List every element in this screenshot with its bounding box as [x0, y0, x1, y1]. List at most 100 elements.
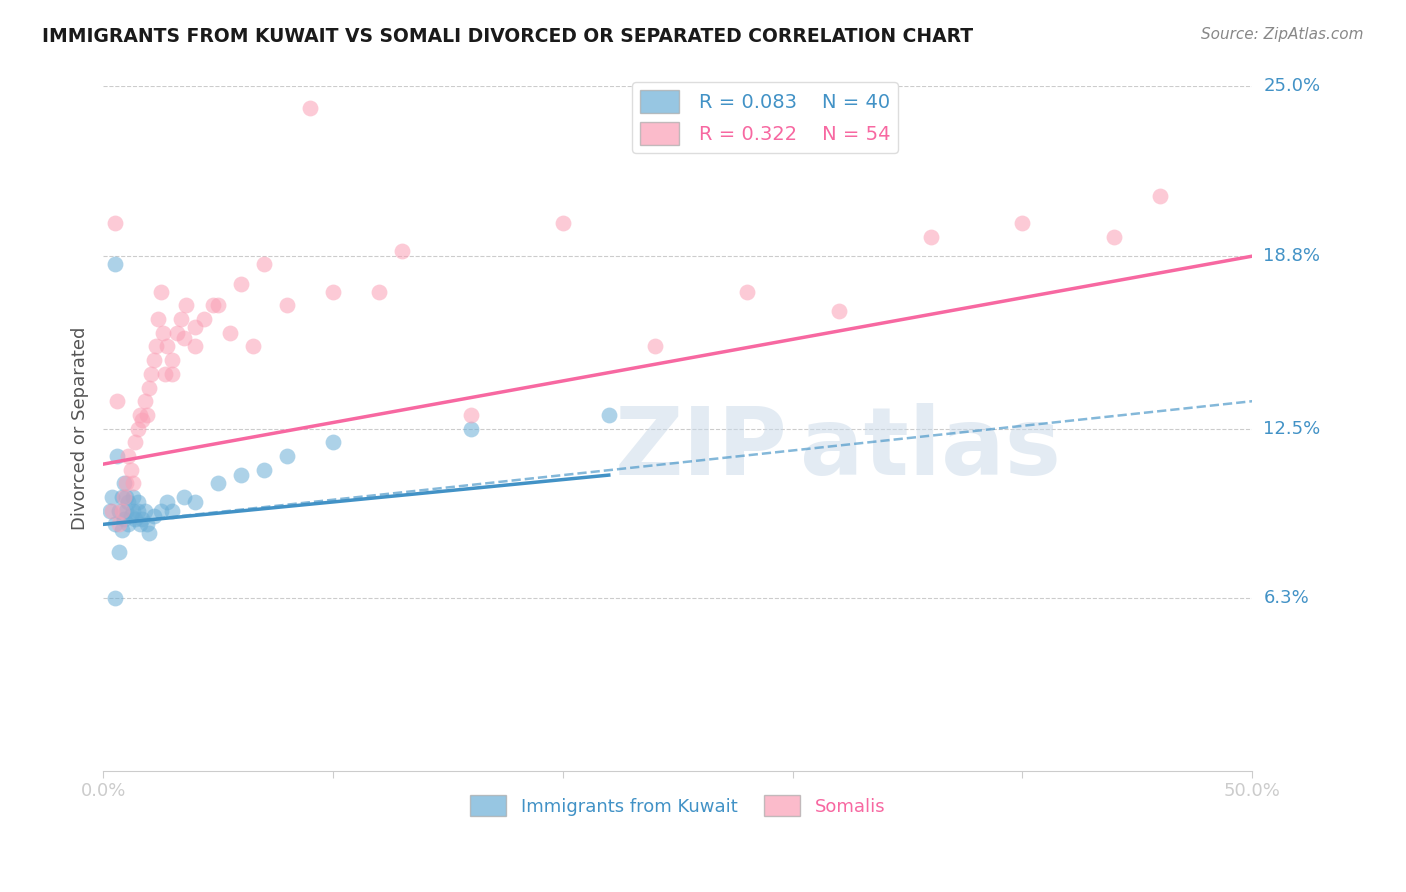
Point: [104, 216, 127, 230]
Point: [193, 312, 215, 326]
Point: [184, 339, 207, 353]
Point: [173, 490, 195, 504]
Point: [138, 525, 160, 540]
Point: [108, 504, 131, 518]
Point: [173, 331, 195, 345]
Point: [153, 367, 176, 381]
Point: [920, 230, 942, 244]
Point: [276, 298, 298, 312]
Point: [218, 326, 240, 340]
Point: [105, 394, 128, 409]
Point: [184, 320, 207, 334]
Point: [134, 504, 156, 518]
Point: [129, 517, 152, 532]
Point: [160, 367, 183, 381]
Point: [135, 517, 157, 532]
Point: [108, 517, 131, 532]
Point: [129, 408, 152, 422]
Point: [127, 421, 149, 435]
Point: [149, 285, 172, 299]
Text: 6.3%: 6.3%: [1264, 590, 1309, 607]
Point: [202, 298, 225, 312]
Point: [322, 285, 344, 299]
Point: [112, 512, 135, 526]
Point: [170, 312, 193, 326]
Text: ZIP: ZIP: [614, 403, 787, 495]
Point: [120, 509, 142, 524]
Point: [124, 435, 146, 450]
Point: [110, 504, 132, 518]
Point: [142, 353, 165, 368]
Point: [1149, 189, 1171, 203]
Point: [152, 326, 174, 340]
Point: [122, 476, 145, 491]
Point: [229, 468, 252, 483]
Point: [138, 380, 160, 394]
Point: [184, 495, 207, 509]
Point: [148, 312, 170, 326]
Point: [98, 504, 121, 518]
Point: [124, 512, 146, 526]
Point: [141, 367, 163, 381]
Point: [110, 490, 132, 504]
Text: 12.5%: 12.5%: [1264, 419, 1320, 438]
Point: [131, 512, 153, 526]
Point: [460, 408, 482, 422]
Legend: Immigrants from Kuwait, Somalis: Immigrants from Kuwait, Somalis: [463, 788, 893, 823]
Point: [1104, 230, 1126, 244]
Point: [145, 339, 167, 353]
Text: atlas: atlas: [800, 403, 1062, 495]
Point: [122, 490, 145, 504]
Point: [117, 495, 139, 509]
Point: [112, 490, 135, 504]
Point: [108, 545, 131, 559]
Point: [110, 523, 132, 537]
Point: [253, 462, 276, 476]
Point: [127, 504, 149, 518]
Point: [115, 490, 138, 504]
Point: [1011, 216, 1033, 230]
Point: [101, 504, 124, 518]
Point: [207, 298, 229, 312]
Point: [101, 490, 124, 504]
Point: [166, 326, 188, 340]
Point: [120, 462, 142, 476]
Point: [391, 244, 413, 258]
Point: [160, 353, 183, 368]
Point: [117, 449, 139, 463]
Point: [156, 339, 179, 353]
Text: IMMIGRANTS FROM KUWAIT VS SOMALI DIVORCED OR SEPARATED CORRELATION CHART: IMMIGRANTS FROM KUWAIT VS SOMALI DIVORCE…: [42, 27, 973, 45]
Point: [460, 421, 482, 435]
Point: [115, 504, 138, 518]
Point: [298, 101, 321, 115]
Text: 18.8%: 18.8%: [1264, 247, 1320, 265]
Text: Source: ZipAtlas.com: Source: ZipAtlas.com: [1201, 27, 1364, 42]
Point: [134, 394, 156, 409]
Point: [174, 298, 197, 312]
Point: [122, 504, 145, 518]
Point: [156, 495, 179, 509]
Point: [117, 517, 139, 532]
Point: [368, 285, 391, 299]
Point: [644, 339, 666, 353]
Point: [131, 413, 153, 427]
Point: [127, 495, 149, 509]
Point: [104, 257, 127, 271]
Point: [135, 408, 157, 422]
Y-axis label: Divorced or Separated: Divorced or Separated: [72, 326, 89, 530]
Point: [207, 476, 229, 491]
Point: [735, 285, 758, 299]
Point: [105, 449, 128, 463]
Point: [827, 304, 849, 318]
Point: [149, 504, 172, 518]
Point: [229, 277, 252, 291]
Point: [112, 476, 135, 491]
Point: [160, 504, 183, 518]
Text: 25.0%: 25.0%: [1264, 78, 1320, 95]
Point: [242, 339, 264, 353]
Point: [104, 591, 127, 606]
Point: [104, 517, 127, 532]
Point: [322, 435, 344, 450]
Point: [142, 509, 165, 524]
Point: [253, 257, 276, 271]
